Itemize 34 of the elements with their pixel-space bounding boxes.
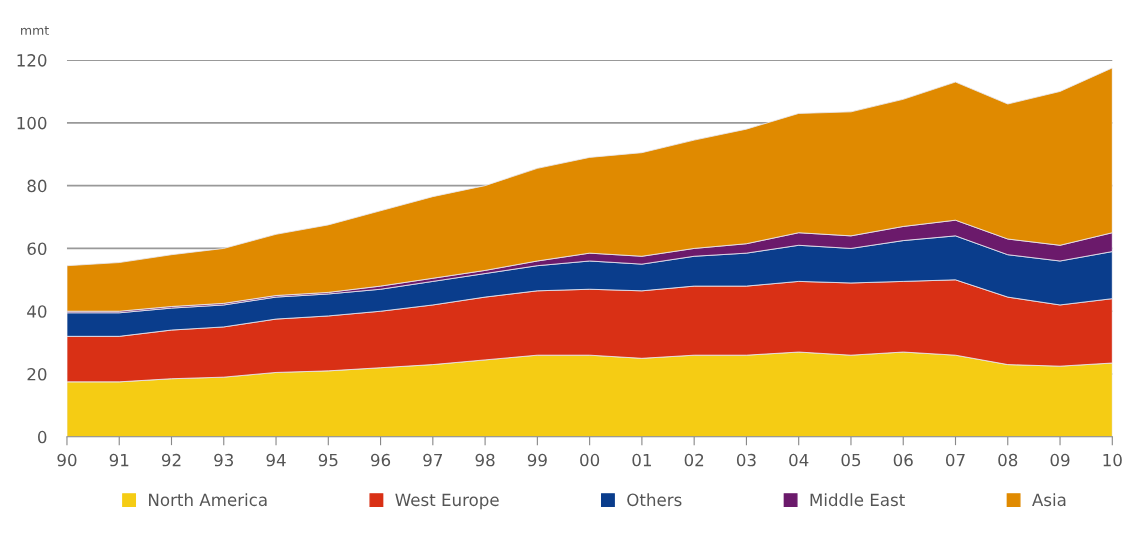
y-tick-label: 80 (27, 179, 47, 193)
x-tick-label: 05 (841, 453, 861, 467)
x-tick-label: 02 (684, 453, 704, 467)
x-tick-label: 00 (580, 453, 600, 467)
y-tick-label: 40 (27, 305, 47, 318)
x-tick-label: 99 (527, 453, 547, 467)
x-tick-label: 94 (266, 453, 286, 467)
y-tick-label: 120 (17, 54, 47, 67)
x-tick-label: 92 (161, 453, 181, 467)
x-tick-label: 01 (632, 453, 651, 467)
legend-label: West Europe (395, 493, 499, 510)
x-tick-label: 93 (214, 453, 234, 467)
legend-label: Asia (1032, 493, 1066, 507)
x-tick-label: 10 (1103, 453, 1122, 467)
legend-label: Middle East (810, 493, 905, 507)
y-axis-title: mmt (21, 26, 49, 35)
x-tick-label: 96 (371, 453, 391, 467)
y-tick-label: 20 (27, 367, 47, 381)
x-tick-label: 98 (475, 453, 495, 467)
y-tick-label: 60 (27, 242, 47, 255)
x-tick-label: 03 (736, 453, 756, 467)
legend-label: Others (627, 493, 682, 507)
x-tick-label: 95 (318, 453, 338, 467)
legend-label: North America (149, 493, 267, 507)
x-tick-label: 07 (945, 453, 965, 467)
x-tick-label: 09 (1050, 453, 1070, 467)
x-tick-label: 90 (57, 453, 77, 467)
x-tick-label: 06 (893, 453, 913, 467)
y-tick-label: 100 (17, 116, 47, 130)
y-tick-label: 0 (38, 430, 47, 444)
x-tick-label: 91 (109, 453, 129, 467)
x-tick-label: 04 (789, 453, 809, 467)
x-tick-label: 08 (998, 453, 1018, 467)
x-tick-label: 97 (423, 453, 443, 467)
